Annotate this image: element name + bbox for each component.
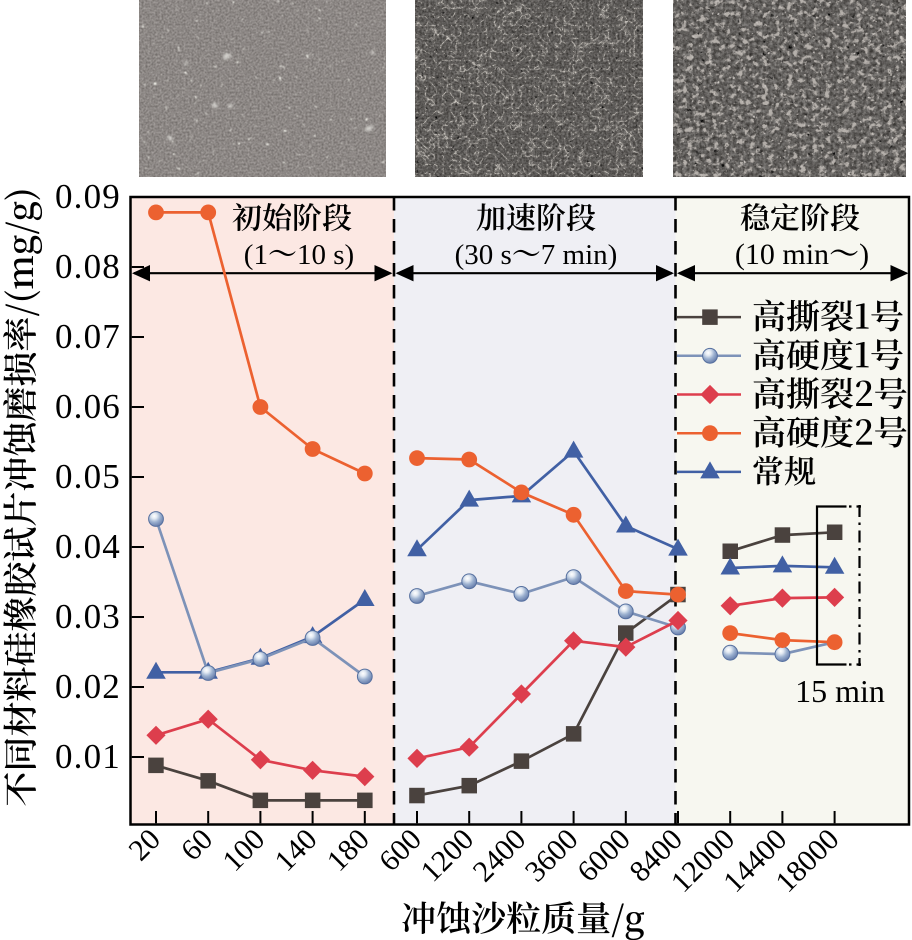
svg-text:15 min: 15 min	[795, 673, 885, 709]
svg-text:(30 s: (30 s	[455, 239, 512, 271]
svg-text:0.06: 0.06	[55, 387, 121, 426]
svg-text:0.05: 0.05	[55, 457, 121, 496]
svg-text:10 s): 10 s)	[297, 239, 354, 271]
svg-text:0.03: 0.03	[55, 597, 121, 636]
svg-text:(1: (1	[244, 239, 268, 271]
svg-text:0.09: 0.09	[55, 177, 121, 216]
svg-text:0.04: 0.04	[55, 527, 121, 566]
svg-text:(10 min: (10 min	[735, 238, 829, 271]
svg-text:): )	[859, 238, 869, 271]
svg-text:0.08: 0.08	[55, 247, 121, 286]
svg-text:0.01: 0.01	[55, 737, 121, 776]
svg-text:7 min): 7 min)	[541, 239, 618, 271]
svg-text:0.07: 0.07	[55, 317, 121, 356]
svg-text:0.02: 0.02	[55, 667, 121, 706]
